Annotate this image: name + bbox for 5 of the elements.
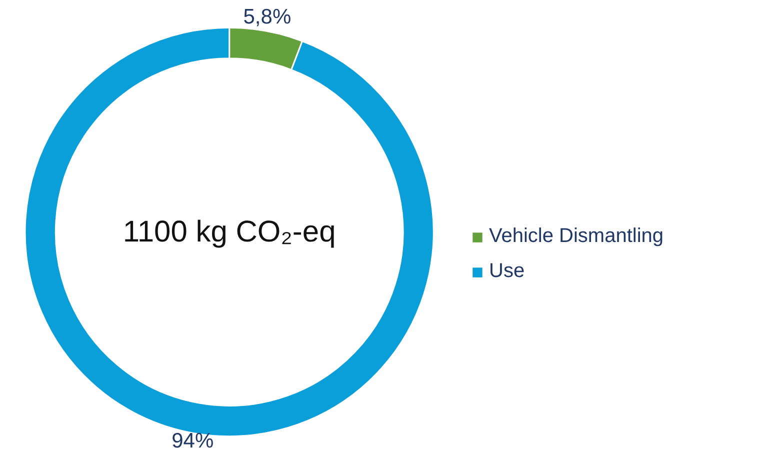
data-label: 5,8% xyxy=(243,6,292,29)
legend-label: Use xyxy=(489,260,525,283)
legend-label: Vehicle Dismantling xyxy=(489,225,664,248)
data-label: 94% xyxy=(172,429,214,452)
text: 1100 kg CO₂-eq xyxy=(122,216,336,248)
